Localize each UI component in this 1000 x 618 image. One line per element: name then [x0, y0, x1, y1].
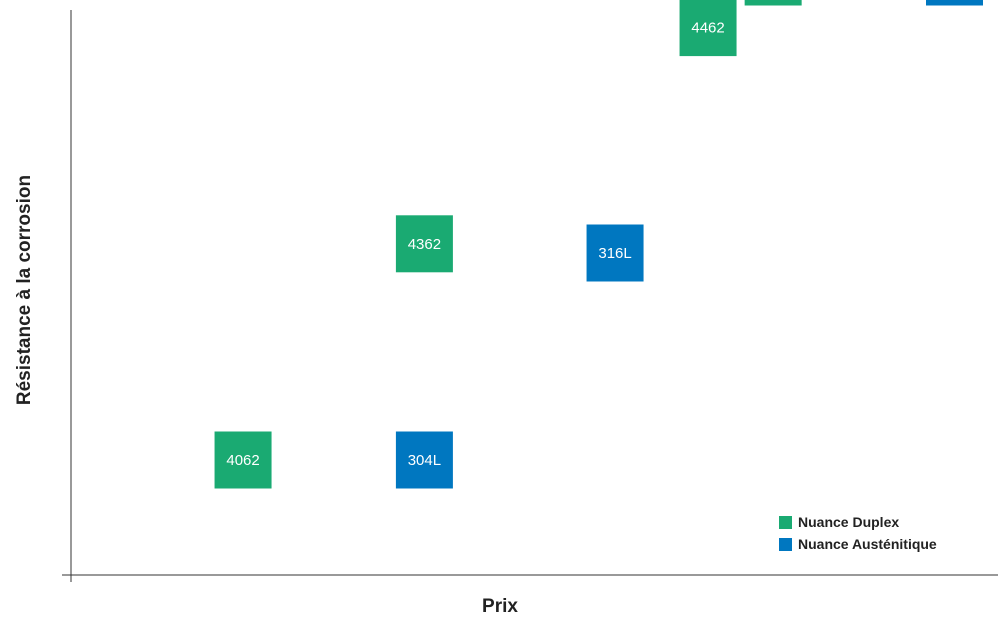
point-316L [586, 224, 644, 282]
point-4462 [679, 0, 737, 57]
chart-marks: 40624362446245074410304L316L904L [214, 0, 983, 489]
point-4062 [214, 431, 272, 489]
point-label-4462: 4462 [691, 20, 724, 37]
legend-swatch-duplex [779, 515, 792, 529]
legend-item-duplex: Nuance Duplex [779, 511, 937, 533]
point-label-316L: 316L [598, 245, 631, 262]
point-4507 [744, 0, 802, 6]
point-label-4062: 4062 [226, 452, 259, 469]
point-904L [926, 0, 983, 6]
point-4362 [395, 215, 453, 273]
point-label-304L: 304L [408, 452, 441, 469]
legend-label-austenitic: Nuance Austénitique [798, 536, 937, 552]
legend-swatch-austenitic [779, 537, 792, 551]
point-304L [395, 431, 453, 489]
x-axis-title: Prix [482, 596, 518, 617]
legend-label-duplex: Nuance Duplex [798, 514, 900, 530]
point-label-4362: 4362 [408, 236, 441, 253]
legend: Nuance Duplex Nuance Austénitique [779, 511, 937, 555]
legend-item-austenitic: Nuance Austénitique [779, 533, 937, 555]
y-axis-title: Résistance à la corrosion [14, 174, 35, 406]
